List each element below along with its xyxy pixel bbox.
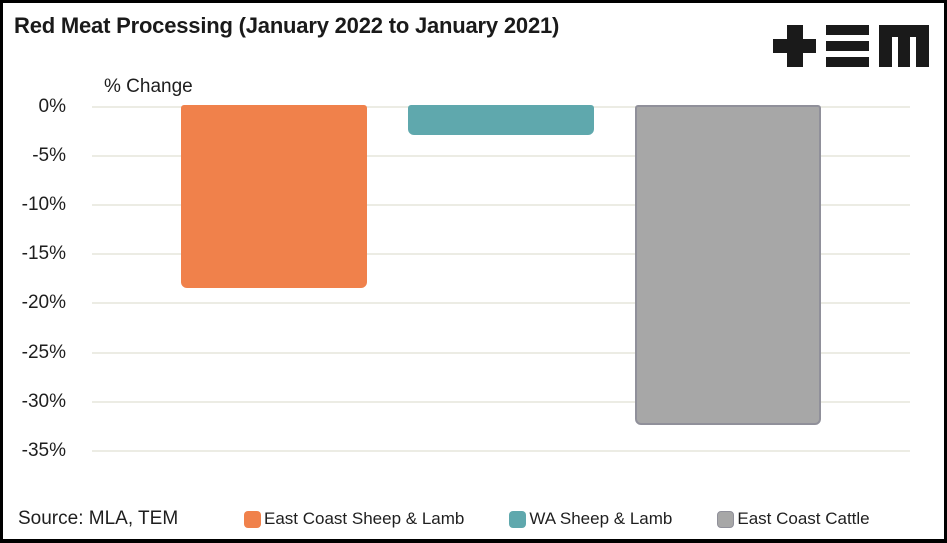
- legend-color-swatch: [244, 510, 261, 528]
- gridline: [92, 253, 910, 256]
- y-tick-label: -10%: [21, 194, 66, 216]
- logo-m-icon: [879, 25, 929, 67]
- y-tick-label: -25%: [21, 341, 66, 363]
- legend-label: East Coast Cattle: [737, 509, 870, 528]
- y-axis-title: % Change: [104, 76, 193, 97]
- y-tick-label: -30%: [21, 390, 66, 412]
- y-tick-label: -5%: [32, 145, 66, 167]
- gridline: [92, 449, 910, 452]
- y-tick-label: -20%: [21, 292, 66, 314]
- bar-wa-sheep-lamb: [408, 105, 594, 136]
- legend-item: WA Sheep & Lamb: [509, 509, 672, 529]
- gridline: [92, 204, 910, 207]
- gridline: [92, 351, 910, 354]
- bar-east-coast-cattle: [635, 105, 821, 426]
- logo-equals-icon: [826, 25, 869, 67]
- legend-item: East Coast Sheep & Lamb: [244, 509, 464, 529]
- source-note: Source: MLA, TEM: [18, 508, 179, 529]
- page-title: Red Meat Processing (January 2022 to Jan…: [14, 13, 560, 38]
- y-tick-label: -35%: [21, 439, 66, 461]
- legend-label: East Coast Sheep & Lamb: [264, 509, 465, 528]
- legend-item: East Coast Cattle: [717, 509, 870, 529]
- bar-east-coast-sheep-lamb: [181, 105, 367, 288]
- gridline: [92, 155, 910, 158]
- y-tick-label: 0%: [38, 96, 66, 117]
- tem-logo-icon: [773, 25, 929, 67]
- legend-color-swatch: [509, 510, 527, 528]
- legend-label: WA Sheep & Lamb: [529, 509, 673, 528]
- chart-legend: East Coast Sheep & Lamb WA Sheep & Lamb Ea…: [244, 509, 870, 529]
- legend-color-swatch: [717, 510, 735, 528]
- gridline: [92, 302, 910, 305]
- gridline: [92, 400, 910, 403]
- y-tick-label: -15%: [21, 243, 66, 265]
